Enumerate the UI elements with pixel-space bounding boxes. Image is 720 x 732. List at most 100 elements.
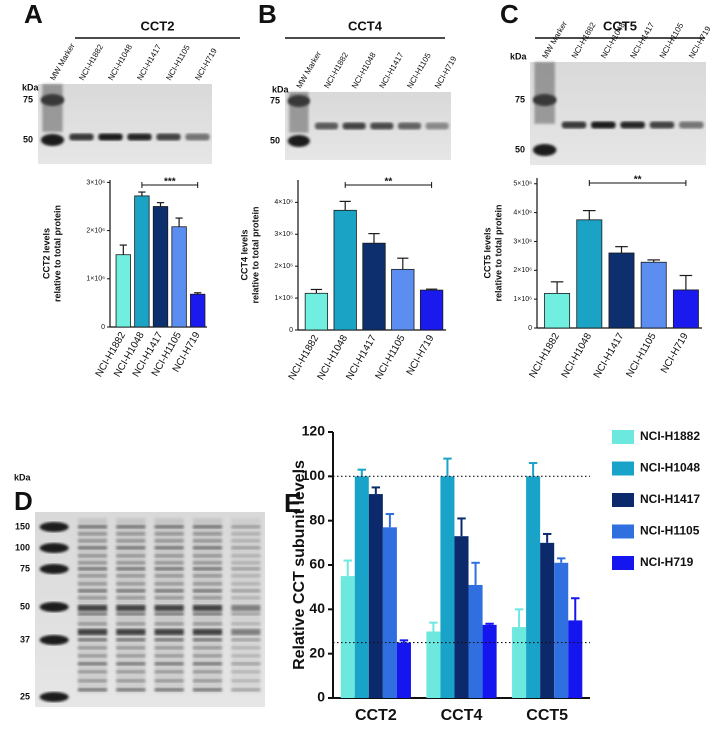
protein-band bbox=[192, 546, 223, 550]
protein-band bbox=[192, 605, 223, 611]
y-tick-label: 4×10⁶ bbox=[513, 209, 532, 216]
protein-band bbox=[154, 589, 184, 593]
y-axis-label: Relative CCT subunit levels bbox=[291, 460, 308, 670]
y-tick-label: 3×10⁶ bbox=[86, 179, 105, 186]
x-tick-label: NCI-H719 bbox=[659, 331, 691, 375]
protein-band bbox=[116, 532, 146, 536]
y-tick-label: 3×10⁶ bbox=[513, 238, 532, 245]
lane-label: MW Marker bbox=[295, 49, 324, 90]
legend-label: NCI-H1882 bbox=[640, 429, 700, 443]
legend-swatch bbox=[612, 493, 634, 507]
legend-swatch bbox=[612, 461, 634, 476]
y-tick-label: 4×10⁶ bbox=[274, 199, 293, 206]
protein-band bbox=[69, 133, 94, 141]
y-tick-label: 3×10⁶ bbox=[274, 231, 293, 238]
x-tick-label: NCI-H1105 bbox=[624, 331, 658, 380]
protein-band bbox=[77, 646, 108, 650]
protein-band bbox=[154, 567, 184, 571]
y-axis-label: CCT2 levels bbox=[41, 228, 51, 279]
x-tick-label: CCT4 bbox=[441, 707, 483, 724]
significance-label: ** bbox=[385, 177, 393, 188]
blot-unit: kDa bbox=[272, 84, 290, 94]
marker-band bbox=[39, 564, 69, 574]
lane-label: NCI-H1105 bbox=[164, 43, 192, 82]
protein-band bbox=[192, 622, 223, 626]
significance-label: *** bbox=[164, 177, 176, 188]
bar bbox=[396, 642, 411, 698]
protein-band bbox=[116, 546, 146, 550]
lane-label: NCI-H719 bbox=[193, 46, 219, 82]
protein-band bbox=[77, 554, 108, 558]
blot-unit: kDa bbox=[22, 82, 40, 92]
bar bbox=[468, 584, 483, 698]
bar bbox=[362, 242, 386, 331]
y-axis-label: CCT4 levels bbox=[239, 229, 249, 280]
protein-band bbox=[116, 596, 146, 600]
bar bbox=[368, 494, 383, 698]
marker-band bbox=[39, 522, 69, 532]
protein-band bbox=[192, 662, 223, 666]
y-tick-label: 2×10⁶ bbox=[274, 263, 293, 270]
y-tick-label: 60 bbox=[309, 556, 325, 572]
lane-label: MW Marker bbox=[540, 19, 569, 60]
protein-band bbox=[231, 622, 261, 626]
marker-label: 100 bbox=[15, 542, 30, 552]
panel-letter: C bbox=[500, 0, 519, 29]
marker-smear bbox=[289, 92, 309, 133]
protein-band bbox=[156, 133, 181, 141]
blot bbox=[530, 62, 706, 165]
protein-band bbox=[231, 589, 261, 593]
protein-band bbox=[154, 662, 184, 666]
protein-band bbox=[231, 582, 261, 586]
y-axis-label: relative to total protein bbox=[250, 206, 260, 303]
protein-band bbox=[231, 525, 261, 529]
protein-band bbox=[154, 539, 184, 543]
bar bbox=[152, 206, 169, 328]
protein-band bbox=[116, 605, 146, 611]
marker-label: 150 bbox=[15, 521, 30, 531]
marker-smear bbox=[42, 84, 63, 132]
y-tick-label: 5×10⁶ bbox=[513, 181, 532, 188]
protein-band bbox=[192, 532, 223, 536]
y-tick-label: 1×10⁶ bbox=[274, 295, 293, 302]
protein-band bbox=[98, 133, 123, 141]
marker-band bbox=[287, 135, 310, 147]
bar bbox=[354, 476, 369, 698]
x-tick-label: CCT2 bbox=[355, 707, 397, 724]
protein-band bbox=[77, 622, 108, 626]
protein-band bbox=[77, 596, 108, 600]
protein-band bbox=[116, 612, 146, 616]
x-tick-label: NCI-H1882 bbox=[527, 331, 562, 380]
protein-band bbox=[231, 596, 261, 600]
lane-label: NCI-H1417 bbox=[135, 42, 163, 82]
panel-header: CCT4 bbox=[348, 18, 383, 33]
y-tick-label: 100 bbox=[302, 467, 326, 483]
legend-swatch bbox=[612, 524, 634, 539]
bar bbox=[640, 261, 667, 329]
protein-band bbox=[77, 605, 108, 611]
bar bbox=[526, 476, 541, 698]
protein-band bbox=[154, 629, 184, 635]
protein-band bbox=[116, 638, 146, 642]
bar bbox=[440, 476, 455, 698]
protein-band bbox=[154, 574, 184, 578]
protein-band bbox=[154, 670, 184, 674]
protein-band bbox=[231, 546, 261, 550]
bar bbox=[482, 624, 497, 698]
blot-unit: kDa bbox=[14, 472, 32, 482]
panel-letter: E bbox=[284, 488, 301, 518]
protein-band bbox=[77, 638, 108, 642]
blot-membrane bbox=[285, 92, 451, 160]
protein-band bbox=[192, 654, 223, 658]
protein-band bbox=[192, 638, 223, 642]
marker-band bbox=[39, 543, 69, 553]
blot-membrane bbox=[38, 84, 212, 164]
protein-band bbox=[77, 567, 108, 571]
protein-band bbox=[154, 525, 184, 529]
protein-band bbox=[231, 679, 261, 683]
x-tick-label: CCT5 bbox=[526, 707, 568, 724]
protein-band bbox=[679, 121, 704, 129]
panel-letter: B bbox=[258, 0, 277, 29]
